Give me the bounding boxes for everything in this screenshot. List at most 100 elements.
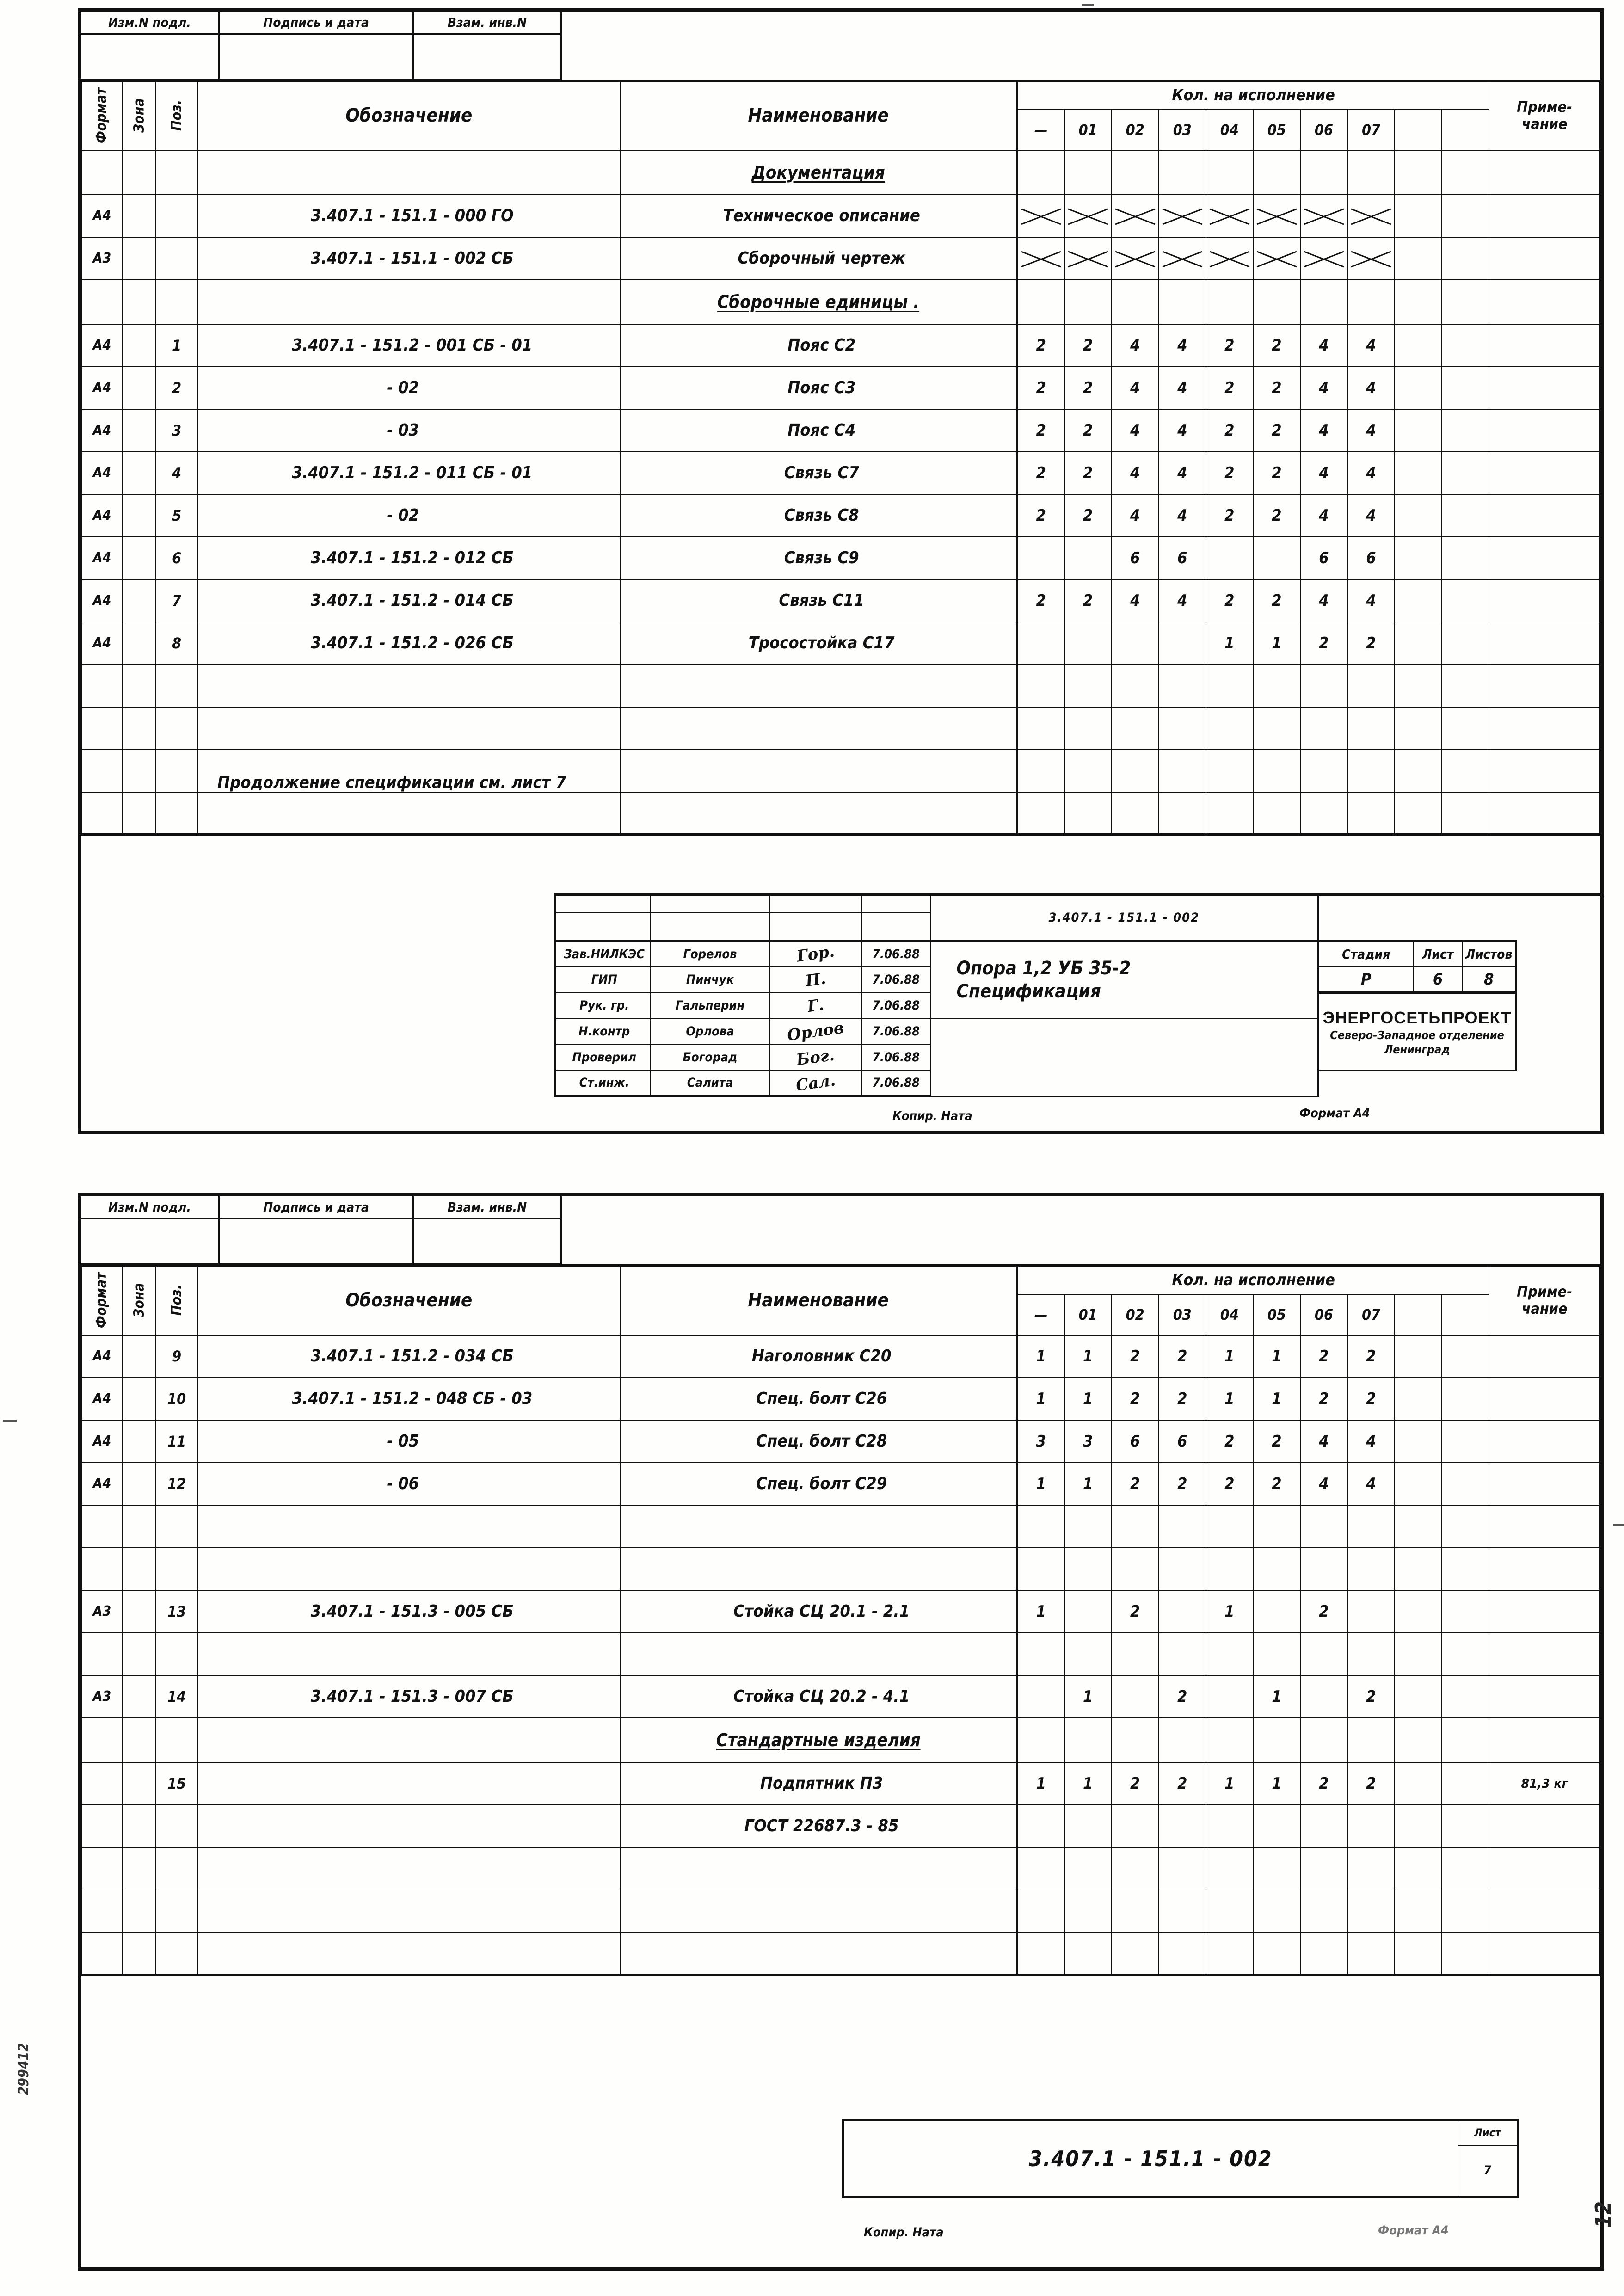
- table-row-empty[interactable]: [79, 749, 1602, 793]
- cell-designation: [197, 706, 621, 750]
- table-row[interactable]: [79, 1504, 1602, 1548]
- cell-qty: [1394, 194, 1443, 238]
- cell-qty: [1158, 1804, 1206, 1848]
- cell-qty: [1394, 1377, 1443, 1421]
- stamp-name: Орлова: [650, 1018, 770, 1045]
- cell-qty: [1252, 279, 1301, 325]
- cell-qty: [1394, 536, 1443, 580]
- margin-page-number: 12: [1591, 2201, 1616, 2228]
- cell-qty: [1394, 1334, 1443, 1378]
- cell-qty: [1252, 149, 1301, 195]
- table-row[interactable]: А4 7 3.407.1 - 151.2 - 014 СБ Связь С11 2 2 4 4…: [79, 579, 1602, 622]
- cell-remark: [1489, 536, 1602, 580]
- stamp-blank[interactable]: [650, 911, 770, 942]
- table-row[interactable]: А3 13 3.407.1 - 151.3 - 005 СБ Стойка СЦ 20…: [79, 1589, 1602, 1633]
- cell-zone: [122, 1932, 156, 1976]
- cell-zone: [122, 366, 156, 410]
- cell-remark: [1489, 408, 1602, 452]
- cell-name: [620, 1847, 1019, 1890]
- cell-pos: [155, 1804, 198, 1848]
- cell-qty: [1347, 749, 1396, 793]
- stamp-signature[interactable]: Г.: [769, 992, 862, 1019]
- table-row-empty[interactable]: [79, 1932, 1602, 1976]
- stamp-signature[interactable]: Гор.: [769, 940, 862, 967]
- changes-cell-vzam[interactable]: [412, 1218, 562, 1265]
- cell-qty: 2: [1064, 579, 1112, 622]
- cell-qty: [1111, 706, 1159, 750]
- stamp-gap: [1516, 893, 1604, 912]
- th-remark: Приме- чание: [1489, 1264, 1602, 1336]
- stamp-role: Проверил: [554, 1044, 651, 1071]
- th-designation: Обозначение: [197, 80, 621, 151]
- th-format: Формат: [80, 80, 123, 150]
- cell-name: [620, 1504, 1019, 1548]
- table-row[interactable]: А4 9 3.407.1 - 151.2 - 034 СБ Наголовник С2…: [79, 1334, 1602, 1378]
- cell-qty: 1: [1064, 1761, 1112, 1805]
- cell-zone: [122, 1419, 156, 1463]
- cell-format: А4: [79, 536, 123, 580]
- table-row[interactable]: А3 14 3.407.1 - 151.3 - 007 СБ Стойка СЦ 20…: [79, 1674, 1602, 1718]
- stamp-signature[interactable]: Сал.: [769, 1070, 862, 1097]
- table-row[interactable]: [79, 1547, 1602, 1591]
- stamp-blank[interactable]: [554, 893, 651, 913]
- th-variant-blank9: [1441, 1293, 1490, 1336]
- cell-qty: 1: [1205, 621, 1254, 665]
- table-row[interactable]: А4 4 3.407.1 - 151.2 - 011 СБ - 01 Связь С7…: [79, 451, 1602, 495]
- table-row[interactable]: [79, 1847, 1602, 1890]
- stamp-date: 7.06.88: [861, 1070, 931, 1097]
- cell-format: [79, 149, 123, 195]
- changes-cell-signdate[interactable]: [218, 1218, 414, 1265]
- stamp-signature[interactable]: П.: [769, 966, 862, 993]
- table-row[interactable]: А3 3.407.1 - 151.1 - 002 СБ Сборочный черт…: [79, 236, 1602, 280]
- table-row-empty[interactable]: [79, 1889, 1602, 1933]
- changes-cell-vzam[interactable]: [412, 33, 562, 80]
- stamp-blank[interactable]: [861, 911, 931, 942]
- stamp-blank[interactable]: [554, 911, 651, 942]
- sheet-1-frame: [78, 8, 1604, 1134]
- cell-qty: 2: [1205, 493, 1254, 537]
- cell-qty: [1016, 621, 1065, 665]
- table-row[interactable]: А4 11- 05 Спец. болт С28 3 3 6 6 2 2 4 4: [79, 1419, 1602, 1463]
- cell-qty: 1: [1016, 1589, 1065, 1633]
- cell-qty: [1252, 1889, 1301, 1933]
- changes-cell-izm[interactable]: [80, 1218, 220, 1265]
- stamp-blank[interactable]: [769, 911, 862, 942]
- changes-cell-izm[interactable]: [80, 33, 220, 80]
- cell-designation: [197, 149, 621, 195]
- cell-qty: [1394, 1804, 1443, 1848]
- table-row[interactable]: [79, 1632, 1602, 1676]
- stamp-blank[interactable]: [861, 893, 931, 913]
- table-row[interactable]: А4 3.407.1 - 151.1 - 000 ГО Техническое оп…: [79, 194, 1602, 238]
- stamp-blank[interactable]: [769, 893, 862, 913]
- table-row[interactable]: ГОСТ 22687.3 - 85: [79, 1804, 1602, 1848]
- table-row[interactable]: А4 3- 03 Пояс С4 2 2 4 4 2 2 4 4: [79, 408, 1602, 452]
- stamp-blank[interactable]: [650, 893, 770, 913]
- cell-qty: [1252, 791, 1301, 836]
- cell-qty: [1064, 1847, 1112, 1890]
- th-variant-base: —: [1016, 109, 1065, 151]
- table-row[interactable]: А4 6 3.407.1 - 151.2 - 012 СБ Связь С9 6 6 6 6: [79, 536, 1602, 580]
- table-row[interactable]: А4 10 3.407.1 - 151.2 - 048 СБ - 03 Спец. б…: [79, 1377, 1602, 1421]
- stamp-signature[interactable]: Орлов: [769, 1018, 862, 1045]
- th-zone: Зона: [122, 1265, 156, 1335]
- table-row[interactable]: 15 Подпятник П3 1 1 2 2 1 1 2 2 81,3 кг: [79, 1761, 1602, 1805]
- table-row[interactable]: А4 1 3.407.1 - 151.2 - 001 СБ - 01 Пояс С2 2…: [79, 323, 1602, 367]
- table-row[interactable]: А4 5- 02 Связь С8 2 2 4 4 2 2 4 4: [79, 493, 1602, 537]
- cell-qty: 2: [1252, 579, 1301, 622]
- cell-name: Наголовник С20: [620, 1334, 1019, 1378]
- table-row-empty[interactable]: [79, 706, 1602, 750]
- cell-qty: [1441, 1804, 1490, 1848]
- table-row-empty[interactable]: [79, 664, 1602, 708]
- cell-qty: [1205, 706, 1254, 750]
- stamp-signature[interactable]: Бог.: [769, 1044, 862, 1071]
- table-row[interactable]: А4 2- 02 Пояс С3 2 2 4 4 2 2 4 4: [79, 366, 1602, 410]
- cell-pos: [155, 1504, 198, 1548]
- cell-qty: [1394, 1889, 1443, 1933]
- cell-qty: [1016, 1889, 1065, 1933]
- changes-cell-signdate[interactable]: [218, 33, 414, 80]
- table-row[interactable]: А4 12- 06 Спец. болт С29 1 1 2 2 2 2 4 4: [79, 1462, 1602, 1506]
- table-row[interactable]: А4 8 3.407.1 - 151.2 - 026 СБ Тросостойка С…: [79, 621, 1602, 665]
- cell-qty: [1299, 1847, 1348, 1890]
- cell-qty: [1441, 451, 1490, 495]
- table-row-empty[interactable]: [79, 791, 1602, 836]
